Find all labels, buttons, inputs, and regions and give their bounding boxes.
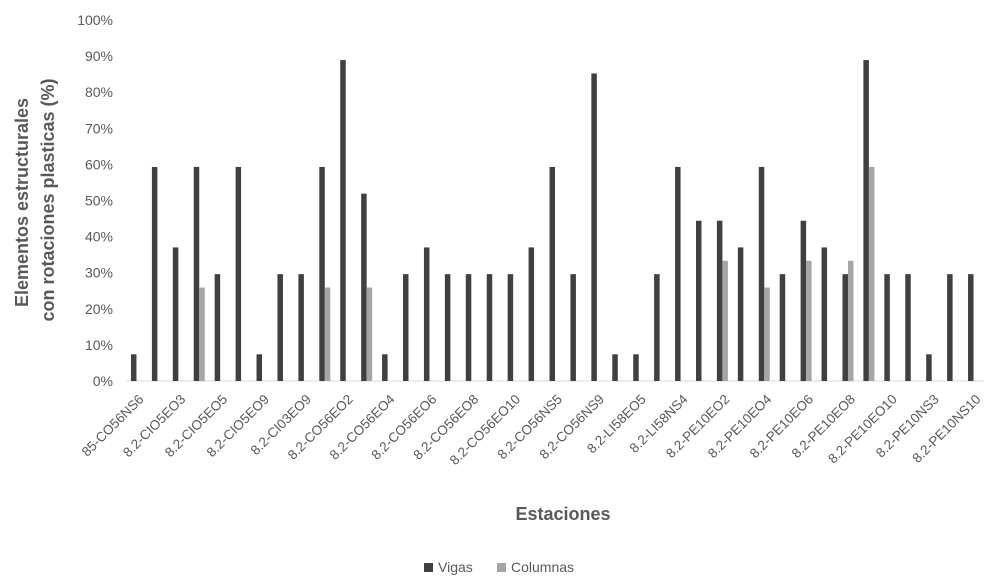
y-axis-title: Elementos estructurales con rotaciones p…	[12, 78, 58, 321]
bar-vigas	[319, 166, 325, 381]
bar-vigas	[235, 166, 242, 381]
legend-swatch-vigas	[424, 563, 433, 572]
y-tick-label: 0%	[93, 373, 113, 389]
y-tick-label: 100%	[77, 12, 113, 28]
x-axis-title: Estaciones	[515, 504, 610, 524]
legend: Vigas Columnas	[424, 559, 574, 575]
y-tick-label: 70%	[85, 120, 113, 136]
y-tick-label: 30%	[85, 265, 113, 281]
y-tick-label: 50%	[85, 193, 113, 209]
y-axis-title-line-2: con rotaciones plasticas (%)	[38, 78, 58, 321]
bar-vigas	[675, 166, 681, 381]
bar-vigas	[549, 166, 555, 381]
bar-vigas	[570, 274, 576, 381]
bar-vigas	[654, 274, 660, 381]
bar-vigas	[465, 274, 472, 381]
bar-columnas	[847, 260, 854, 381]
bar-vigas	[863, 60, 869, 381]
bars	[130, 60, 974, 382]
bar-vigas	[214, 274, 221, 381]
legend-label-vigas: Vigas	[438, 559, 473, 575]
bar-vigas	[633, 354, 639, 381]
bar-vigas	[256, 354, 263, 381]
bar-vigas	[695, 220, 702, 381]
bar-columnas	[806, 260, 812, 381]
bar-columnas	[764, 287, 770, 381]
bar-vigas	[884, 274, 890, 381]
bar-vigas	[926, 354, 932, 381]
y-tick-label: 40%	[85, 229, 113, 245]
bar-vigas	[507, 274, 514, 381]
bar-columnas	[199, 287, 205, 381]
bar-vigas	[486, 274, 493, 381]
y-axis-tick-labels: 0% 10% 20% 30% 40% 50% 60% 70% 80% 90% 100%	[77, 12, 113, 389]
y-axis-title-line-1: Elementos estructurales	[12, 98, 32, 307]
bar-vigas	[737, 247, 744, 381]
x-axis-tick-labels: 85-CO56NS68.2-CIO5EO38.2-CIO5EO58.2-CIO5…	[79, 391, 984, 468]
bar-vigas	[340, 60, 346, 381]
bar-vigas	[905, 274, 911, 381]
bar-vigas	[800, 220, 807, 381]
bar-columnas	[722, 260, 728, 381]
bar-columnas	[868, 166, 875, 381]
bar-vigas	[403, 274, 409, 381]
y-tick-label: 80%	[85, 84, 113, 100]
bar-vigas	[361, 193, 367, 381]
bar-vigas	[382, 354, 388, 381]
bar-vigas	[193, 166, 200, 381]
bar-vigas	[758, 166, 765, 381]
bar-vigas	[779, 274, 786, 381]
bar-vigas	[947, 274, 953, 381]
y-tick-label: 20%	[85, 301, 113, 317]
y-tick-label: 60%	[85, 156, 113, 172]
bar-vigas	[172, 247, 179, 381]
y-tick-label: 90%	[85, 48, 113, 64]
legend-swatch-columnas	[497, 563, 506, 572]
bar-vigas	[968, 274, 974, 381]
bar-vigas	[612, 354, 618, 381]
bar-vigas	[277, 274, 283, 381]
bar-vigas	[591, 73, 597, 382]
bar-vigas	[528, 247, 535, 381]
bar-vigas	[423, 247, 430, 381]
bar-vigas	[151, 166, 158, 381]
bar-vigas	[821, 247, 828, 381]
bar-vigas	[298, 274, 304, 381]
bar-columnas	[366, 287, 373, 381]
bar-vigas	[842, 274, 848, 381]
bar-vigas	[444, 274, 451, 381]
bar-vigas	[716, 220, 723, 381]
bar-vigas	[130, 354, 137, 381]
legend-label-columnas: Columnas	[511, 559, 574, 575]
y-tick-label: 10%	[85, 337, 113, 353]
bar-columnas	[324, 287, 331, 381]
